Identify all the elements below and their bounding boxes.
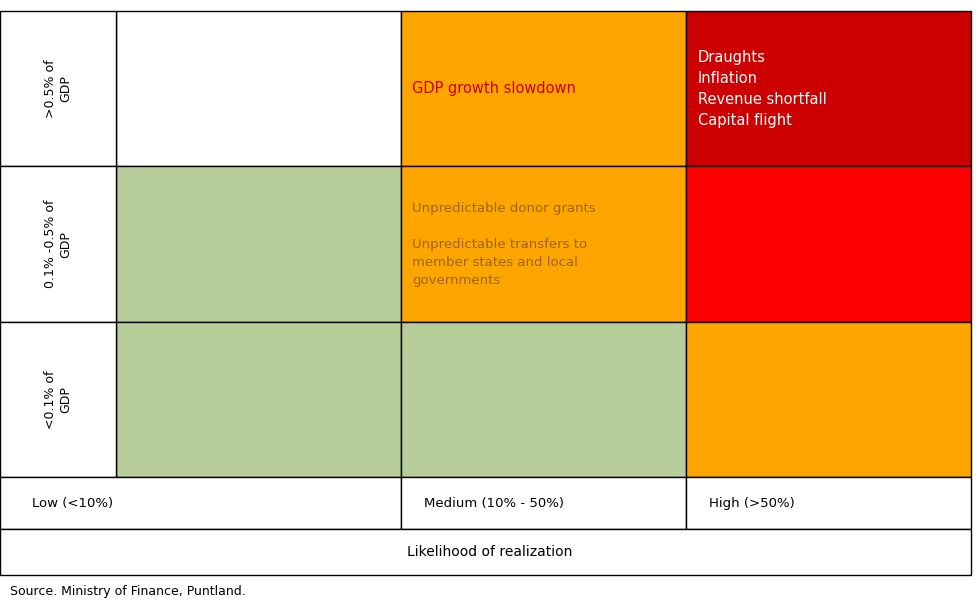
Text: High (>50%): High (>50%) bbox=[708, 497, 794, 510]
Bar bbox=[400, 167, 686, 322]
Bar bbox=[0, 11, 115, 167]
Bar bbox=[686, 11, 970, 167]
Bar bbox=[686, 167, 970, 322]
Bar bbox=[400, 477, 686, 529]
Text: <0.1% of
GDP: <0.1% of GDP bbox=[44, 370, 71, 429]
Text: 0.1% -0.5% of
GDP: 0.1% -0.5% of GDP bbox=[44, 200, 71, 288]
Bar bbox=[115, 11, 400, 167]
Text: Unpredictable donor grants

Unpredictable transfers to
member states and local
g: Unpredictable donor grants Unpredictable… bbox=[412, 202, 596, 286]
Bar bbox=[115, 167, 400, 322]
Text: Source. Ministry of Finance, Puntland.: Source. Ministry of Finance, Puntland. bbox=[10, 585, 245, 598]
Bar bbox=[400, 322, 686, 477]
Bar bbox=[115, 322, 400, 477]
Bar bbox=[400, 11, 686, 167]
Text: Medium (10% - 50%): Medium (10% - 50%) bbox=[423, 497, 563, 510]
Text: >0.5% of
GDP: >0.5% of GDP bbox=[44, 60, 71, 118]
Bar bbox=[0, 167, 115, 322]
Text: Draughts
Inflation
Revenue shortfall
Capital flight: Draughts Inflation Revenue shortfall Cap… bbox=[697, 50, 825, 128]
Bar bbox=[686, 477, 970, 529]
Bar bbox=[686, 322, 970, 477]
Bar bbox=[0, 529, 970, 575]
Text: Likelihood of realization: Likelihood of realization bbox=[407, 545, 571, 559]
Bar bbox=[0, 477, 400, 529]
Bar bbox=[0, 322, 115, 477]
Text: GDP growth slowdown: GDP growth slowdown bbox=[412, 81, 576, 96]
Text: Low (<10%): Low (<10%) bbox=[32, 497, 113, 510]
